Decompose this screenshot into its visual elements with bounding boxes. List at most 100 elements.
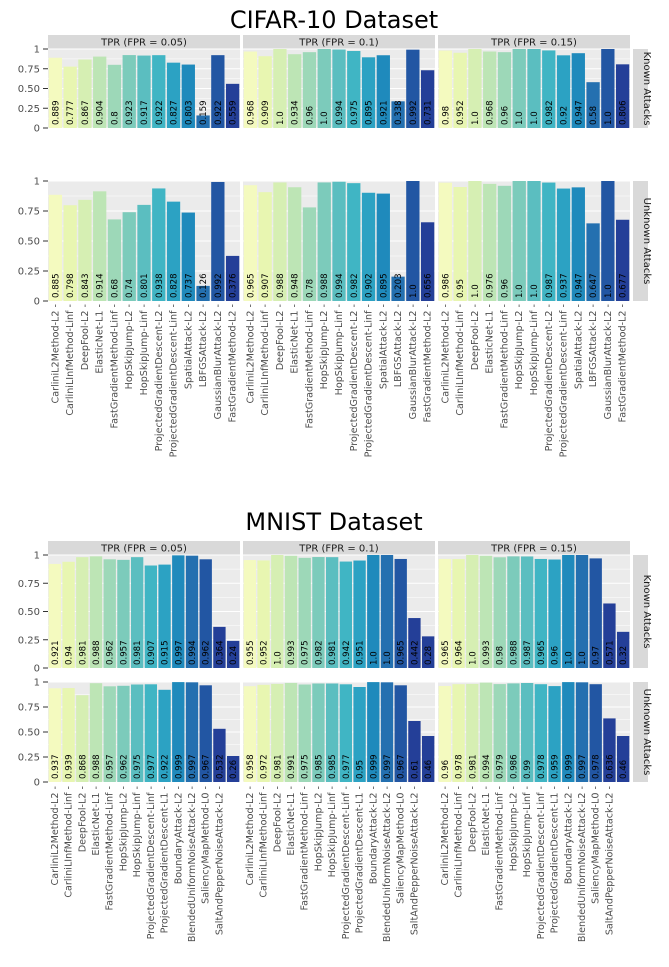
bar-value-label: 0.988 — [320, 273, 330, 298]
bar-value-label: 0.965 — [397, 640, 407, 665]
bar — [93, 56, 107, 128]
bar-value-label: 0.895 — [379, 273, 389, 298]
x-tick-label: HopSkipJump-L2 - — [313, 786, 324, 871]
x-tick-label: CarliniL2Method-L2 - — [440, 304, 451, 403]
bar — [575, 682, 589, 782]
y-tick-label: 0.75 — [18, 64, 40, 75]
bar-value-label: 0.987 — [523, 640, 533, 665]
bar-value-label: 0.947 — [574, 273, 584, 298]
bar-value-label: 0.731 — [424, 100, 434, 125]
y-tick-label: 0.50 — [18, 84, 40, 95]
bar-value-label: 0.907 — [147, 640, 157, 665]
x-tick-label: ProjectedGradientDescent-L2 - — [349, 304, 360, 451]
x-tick-label: ElasticNet-L1 - — [91, 786, 102, 856]
bar — [408, 618, 421, 668]
x-tick-label: ProjectedGradientDescent-Linf - — [169, 304, 180, 457]
bar — [89, 556, 103, 668]
bar — [158, 564, 171, 668]
y-tick-label: 0 — [34, 297, 40, 308]
x-tick-label: HopSkipJump-Linf - — [522, 786, 533, 877]
bar-value-label: 0.988 — [92, 754, 102, 779]
x-tick-label: FastGradientMethod-Linf - — [304, 304, 315, 428]
bar — [493, 684, 506, 782]
y-tick-label: 0.75 — [18, 207, 40, 218]
bar — [406, 49, 420, 128]
bar-value-label: 0.61 — [410, 760, 420, 779]
bar-value-label: 0.994 — [188, 640, 198, 665]
bar — [394, 685, 407, 782]
chart-cifar10: CIFAR-10 Dataset TPR (FPR = 0.05) TPR (FPR… — [18, 6, 652, 457]
bar-value-label: 0.951 — [356, 640, 366, 665]
bar — [48, 194, 63, 301]
bar — [271, 555, 284, 668]
bar-value-label: 0.999 — [174, 754, 184, 779]
bar — [62, 688, 75, 782]
bar-value-label: 0.95 — [456, 279, 466, 298]
bar-value-label: 0.985 — [314, 754, 324, 779]
bar-value-label: 0.994 — [482, 754, 492, 779]
bar-value-label: 0.965 — [246, 273, 256, 298]
facet-strip-label: TPR (FPR = 0.1) — [298, 544, 379, 555]
bar — [122, 55, 136, 128]
x-tick-label: CarliniL2Method-L2 - — [440, 786, 451, 885]
x-tick-label: HopSkipJump-L2 - — [118, 786, 129, 871]
bar — [468, 49, 482, 128]
bar — [103, 686, 116, 782]
bar-value-label: 0.914 — [96, 273, 106, 298]
bar-value-label: 0.921 — [379, 100, 389, 125]
bar — [257, 560, 270, 668]
bar-value-label: 0.95 — [356, 760, 366, 779]
bar — [325, 557, 339, 668]
bar — [196, 285, 210, 301]
bar-value-label: 0.976 — [486, 273, 496, 298]
bar — [380, 555, 394, 668]
facet-strip-label: TPR (FPR = 0.1) — [298, 38, 379, 49]
bar — [211, 181, 225, 301]
bar-value-label: 0.126 — [199, 273, 209, 298]
x-tick-label: BlendedUniformNoiseAttack-L2 - — [382, 786, 393, 942]
x-tick-label: CarliniL2Method-L2 - — [50, 786, 61, 885]
bar-value-label: 0.32 — [619, 646, 629, 665]
x-tick-label: ProjectedGradientDescent-Linf - — [341, 786, 352, 939]
bar — [152, 188, 166, 301]
bar — [181, 64, 195, 128]
bar — [172, 682, 185, 782]
bar-value-label: 0.364 — [215, 640, 225, 665]
bar — [137, 204, 151, 301]
bar-value-label: 0.94 — [65, 646, 75, 665]
bar-value-label: 0.982 — [314, 640, 324, 665]
bar — [534, 558, 548, 668]
x-tick-label: HopSkipJump-L2 - — [508, 786, 519, 871]
x-tick-label: ElasticNet-L1 - — [286, 786, 297, 856]
bar-value-label: 0.968 — [486, 100, 496, 125]
y-tick-label: 0 — [34, 124, 40, 135]
bar-value-label: 0.942 — [342, 640, 352, 665]
bar — [317, 49, 331, 128]
x-tick-label: DeepFool-L2 - — [275, 304, 286, 370]
bar-value-label: 0.78 — [305, 279, 315, 298]
bar-value-label: 0.986 — [509, 754, 519, 779]
bar-value-label: 1.0 — [320, 111, 330, 125]
bar — [391, 276, 405, 301]
bar — [258, 192, 272, 301]
bar — [420, 222, 435, 301]
bar-value-label: 1.0 — [515, 111, 525, 125]
bar — [284, 682, 298, 782]
bar — [420, 70, 435, 128]
bar-value-label: 0.999 — [369, 754, 379, 779]
bar — [48, 57, 63, 129]
bar — [226, 640, 240, 668]
bar-value-label: 0.999 — [564, 754, 574, 779]
y-tick-label: 0.25 — [18, 635, 40, 646]
x-tick-label: ProjectedGradientDescent-Linf - — [559, 304, 570, 457]
bar-value-label: 0.96 — [305, 106, 315, 125]
bar-value-label: 0.907 — [261, 273, 271, 298]
x-tick-label: CarliniLInfMethod-Linf - — [259, 786, 270, 898]
bar — [137, 55, 151, 128]
bar-value-label: 0.938 — [155, 273, 165, 298]
bar — [571, 187, 585, 301]
bar-value-label: 1.0 — [604, 111, 614, 125]
bar — [527, 49, 541, 128]
bar — [575, 555, 589, 668]
bar-value-label: 0.28 — [424, 646, 434, 665]
